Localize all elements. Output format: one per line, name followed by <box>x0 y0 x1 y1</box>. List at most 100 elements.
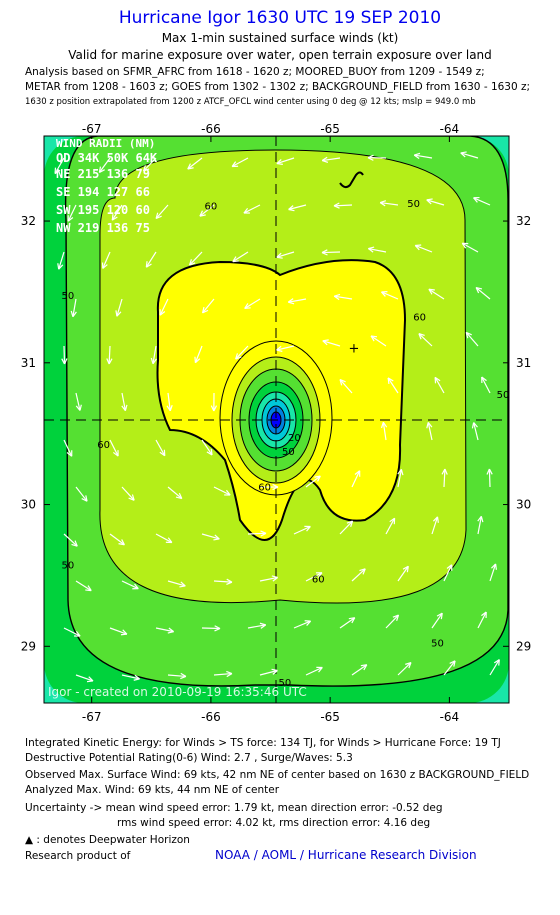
wind-arrow <box>155 533 173 544</box>
wind-arrow <box>201 533 220 541</box>
wind-arrow <box>243 204 261 214</box>
wind-arrow <box>187 157 203 170</box>
wind-arrow <box>155 627 174 634</box>
oil-rig-icon: ▲ <box>25 834 34 846</box>
deepwater-horizon-note: ▲ : denotes Deepwater Horizon <box>25 834 190 846</box>
wind-arrow <box>305 475 321 488</box>
wind-arrow <box>379 200 399 207</box>
watermark: Igor - created on 2010-09-19 16:35:46 UT… <box>48 685 307 699</box>
wind-radii-table: WIND RADII (NM) QD 34K 50K 64K NE 215 13… <box>56 137 158 235</box>
contour-field: 50 60 50 60 60 20 50 60 50 60 50 50 50 + <box>44 136 509 703</box>
wind-arrow <box>75 674 94 683</box>
wind-arrow <box>460 151 479 159</box>
x-tick-label-top: -64 <box>440 122 460 136</box>
wind-arrow <box>213 670 233 678</box>
y-tick-label-left: 29 <box>21 639 36 653</box>
analysis-line-1: Analysis based on SFMR_AFRC from 1618 - … <box>25 66 485 78</box>
wind-arrow <box>370 335 387 347</box>
chart-subtitle: Max 1-min sustained surface winds (kt) <box>161 31 399 45</box>
wind-arrow <box>387 377 399 394</box>
y-tick-label-right: 29 <box>516 639 531 653</box>
contour-label: 50 <box>282 447 295 458</box>
wind-arrow <box>199 204 215 217</box>
wind-arrow <box>115 298 123 317</box>
plot-frame <box>43 135 510 704</box>
contour-label: 20 <box>288 433 301 444</box>
wind-arrow <box>461 242 479 253</box>
wind-arrow <box>367 154 387 161</box>
wind-arrow <box>397 661 412 676</box>
wind-arrow <box>121 674 140 681</box>
wind-arrow <box>57 251 65 270</box>
wind-arrow <box>288 204 307 212</box>
x-tick-label-top: -66 <box>201 122 221 136</box>
wind-arrow <box>339 520 354 535</box>
wind-arrow <box>194 345 203 364</box>
wind-arrow <box>413 152 433 160</box>
wind-arrow <box>321 156 341 163</box>
wind-arrow <box>305 572 323 582</box>
wind-arrow <box>276 157 295 165</box>
wind-arrow <box>210 392 218 412</box>
observed-max-line: Observed Max. Surface Wind: 69 kts, 42 n… <box>25 769 530 781</box>
wind-arrow <box>67 204 77 222</box>
wind-arrow <box>428 288 445 300</box>
wind-arrow <box>380 291 399 300</box>
wind-arrow <box>276 251 295 259</box>
wind-arrow <box>63 439 73 457</box>
wind-arrow <box>201 625 221 632</box>
wind-radii-title: WIND RADII (NM) <box>56 137 155 150</box>
wind-radii-row: SW 195 120 60 <box>56 203 150 217</box>
wind-arrow <box>333 202 353 209</box>
wind-arrow <box>287 298 307 305</box>
dpr-line: Destructive Potential Rating(0-6) Wind: … <box>25 752 353 764</box>
wind-arrow <box>231 157 249 168</box>
y-tick-label-right: 31 <box>516 356 531 370</box>
contour-label: 50 <box>407 199 420 210</box>
contour-labels: 50 60 50 60 60 20 50 60 50 60 50 50 50 <box>61 199 509 689</box>
x-tick-label-bottom: -65 <box>320 710 340 724</box>
wind-arrow <box>351 664 368 676</box>
deepwater-horizon-label: : denotes Deepwater Horizon <box>36 834 190 846</box>
wind-arrow <box>434 376 445 394</box>
axis-ticks: -67 -67 -66 -66 -65 -65 -64 -64 29 29 30 30 31 31 32 32 <box>21 122 532 724</box>
wind-arrow <box>443 660 456 676</box>
contour-label: 50 <box>61 291 74 302</box>
analysis-line-2: METAR from 1208 - 1603 z; GOES from 1302… <box>25 81 531 93</box>
wind-arrow <box>259 575 279 582</box>
wind-arrow <box>339 617 356 629</box>
wind-arrow <box>477 611 487 629</box>
y-tick-label-left: 30 <box>21 498 36 512</box>
wind-arrow <box>397 468 404 488</box>
wind-arrow <box>426 422 433 441</box>
wind-arrow <box>247 622 267 629</box>
uncertainty-line-1: Uncertainty -> mean wind speed error: 1.… <box>25 802 443 814</box>
y-tick-label-right: 30 <box>516 498 531 512</box>
y-tick-label-left: 31 <box>21 356 36 370</box>
wind-arrow <box>121 486 135 501</box>
wind-arrow <box>109 627 128 636</box>
wind-arrow <box>75 580 92 592</box>
wind-arrow <box>167 580 186 588</box>
contour-label: 60 <box>205 202 218 213</box>
center-plus-marker: + <box>349 342 360 357</box>
wind-arrows <box>54 151 500 683</box>
noaa-aoml-link[interactable]: NOAA / AOML / Hurricane Research Divisio… <box>215 848 477 862</box>
wind-arrow <box>155 439 166 457</box>
wind-arrow <box>259 668 278 676</box>
wind-arrow <box>244 298 261 310</box>
wind-arrow <box>259 483 279 491</box>
wind-arrow <box>145 251 157 268</box>
wind-arrow <box>380 421 388 441</box>
wind-arrow <box>443 564 453 582</box>
wind-arrow <box>477 515 484 535</box>
wind-arrow <box>166 392 173 412</box>
wind-arrow <box>121 580 139 590</box>
wind-arrow <box>473 196 491 206</box>
wind-arrow <box>167 672 187 680</box>
x-tick-label-top: -65 <box>320 122 340 136</box>
wind-arrow <box>385 517 396 535</box>
wind-arrow <box>489 659 500 676</box>
wind-radii-row: NW 219 136 75 <box>56 221 150 235</box>
wind-arrow <box>213 486 231 496</box>
